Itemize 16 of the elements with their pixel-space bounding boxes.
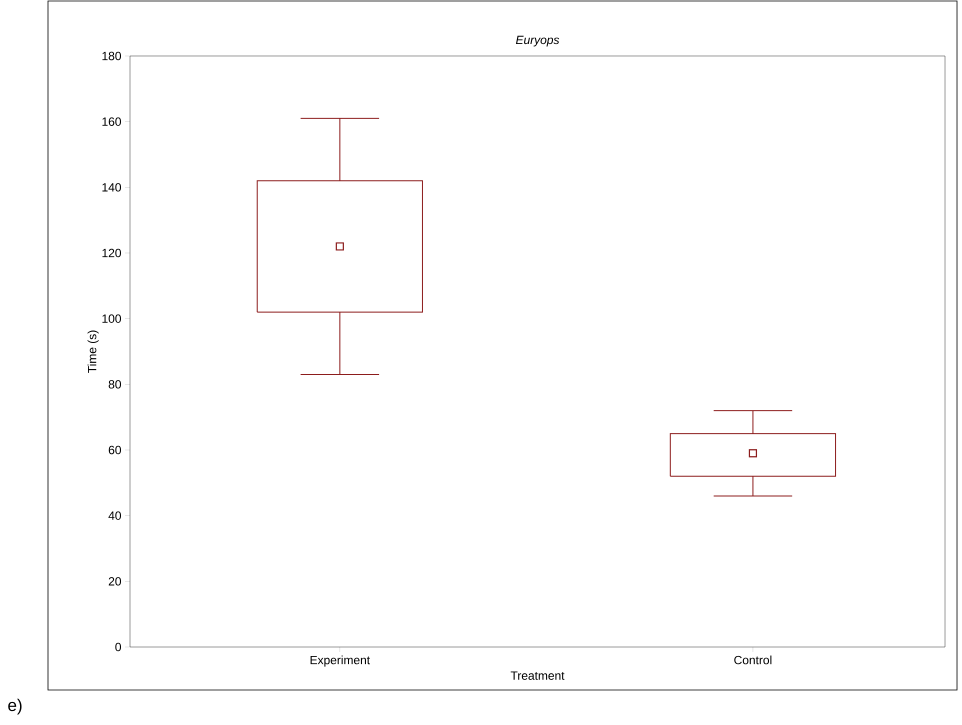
y-tick-label: 60 [108, 446, 122, 454]
chart-title: Euryops [516, 36, 560, 46]
x-tick-label: Control [734, 656, 772, 664]
x-axis-title: Treatment [510, 672, 564, 680]
y-tick-label: 0 [115, 642, 122, 652]
y-tick-label: 40 [108, 511, 122, 520]
y-tick-label: 100 [102, 314, 122, 323]
y-tick-label: 20 [108, 577, 122, 586]
y-tick-label: 80 [108, 380, 122, 389]
y-tick-label: 160 [102, 117, 122, 126]
text: e) [8, 698, 22, 714]
y-tick-label: 120 [102, 248, 122, 258]
y-tick-label: 140 [102, 183, 122, 192]
y-tick-label: 180 [102, 52, 122, 60]
x-tick-label: Experiment [310, 656, 370, 667]
y-axis-title: Time (s) [88, 330, 99, 373]
